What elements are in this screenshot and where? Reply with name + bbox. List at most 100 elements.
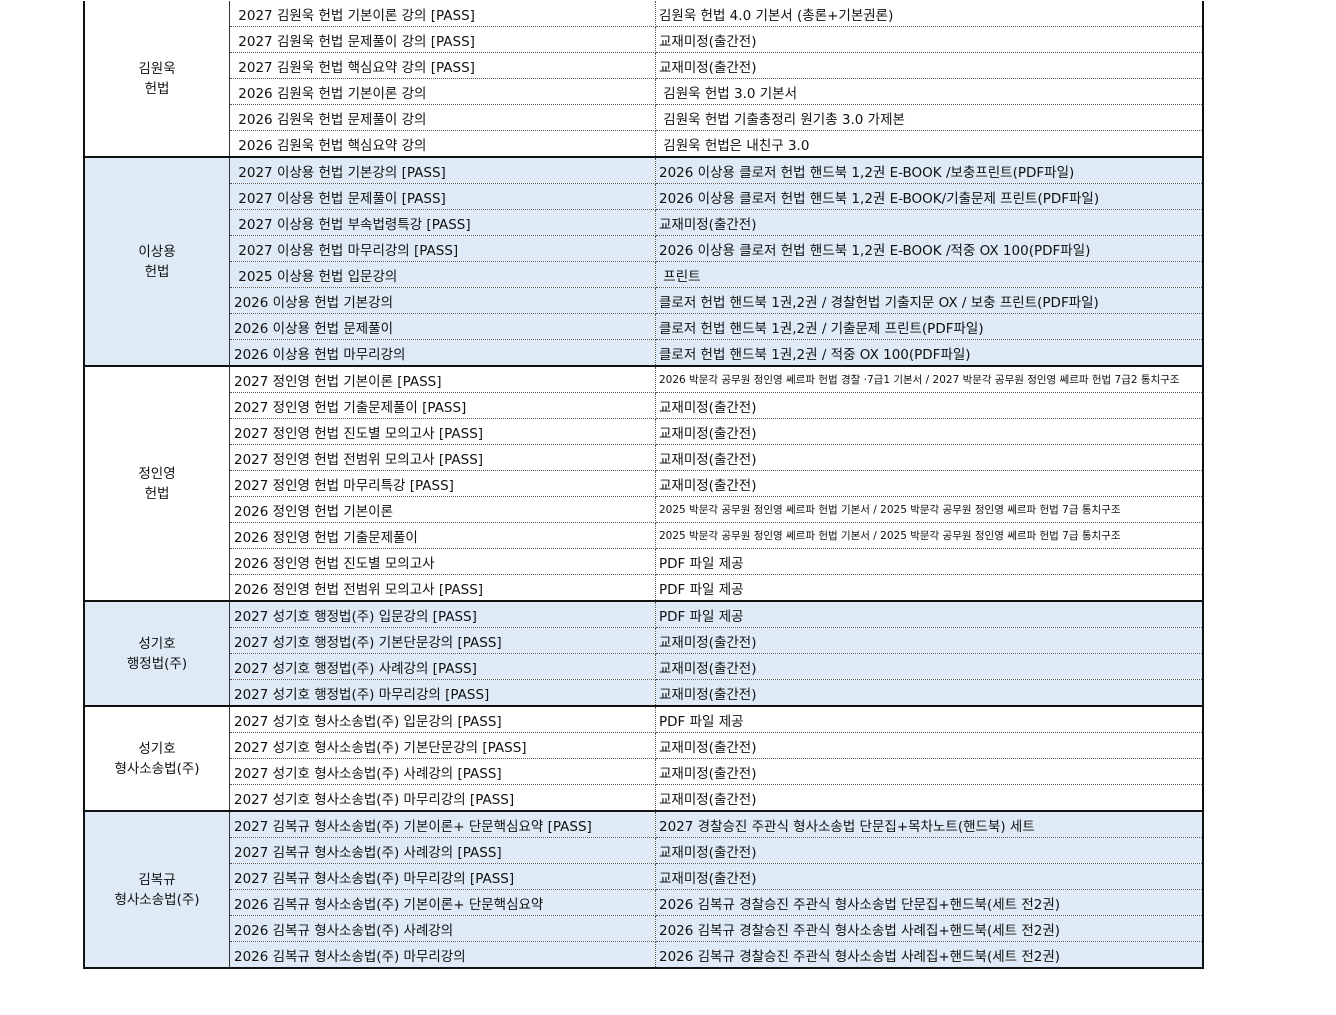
- textbook-cell: 2025 박문각 공무원 정인영 쎄르파 헌법 기본서 / 2025 박문각 공…: [655, 496, 1204, 523]
- textbook-cell: 김원욱 헌법은 내친구 3.0: [655, 130, 1204, 158]
- lecture-name-cell: 2027 성기호 형사소송법(주) 입문강의 [PASS]: [229, 706, 656, 733]
- table-row: 2026 김복규 형사소송법(주) 기본이론+ 단문핵심요약 2026 김복규 경…: [84, 889, 1204, 916]
- lecture-name-cell: 2027 성기호 행정법(주) 기본단문강의 [PASS]: [229, 627, 656, 654]
- table-row: 정인영 헌법 2027 정인영 헌법 기본이론 [PASS] 2026 박문각 공무원…: [83, 366, 1204, 602]
- table-row: 2027 김복규 형사소송법(주) 마무리강의 [PASS] 교재미정(출간전): [84, 863, 1204, 890]
- textbook-cell: 교재미정(출간전): [655, 209, 1204, 236]
- lecture-name-cell: 2027 성기호 형사소송법(주) 마무리강의 [PASS]: [229, 784, 656, 812]
- table-row: 2026 이상용 헌법 기본강의 클로저 헌법 핸드북 1권,2권 / 경찰헌법 …: [84, 287, 1204, 314]
- table-row: 2027 김복규 형사소송법(주) 사례강의 [PASS] 교재미정(출간전): [84, 837, 1204, 864]
- table-row: 2026 이상용 헌법 마무리강의 클로저 헌법 핸드북 1권,2권 / 적중 O…: [84, 339, 1204, 367]
- lecture-name-cell: 2026 정인영 헌법 기출문제풀이: [229, 522, 656, 549]
- lecture-name-cell: 2025 이상용 헌법 입문강의: [229, 261, 656, 288]
- group-label-line: 헌법: [144, 263, 170, 280]
- lecture-name-cell: 2027 김복규 형사소송법(주) 마무리강의 [PASS]: [229, 863, 656, 890]
- textbook-cell: 교재미정(출간전): [655, 392, 1204, 419]
- table-row: 2027 김원욱 헌법 문제풀이 강의 [PASS] 교재미정(출간전): [84, 26, 1204, 53]
- lecture-name-cell: 2026 김복규 형사소송법(주) 마무리강의: [229, 941, 656, 969]
- table-row: 2026 정인영 헌법 전범위 모의고사 [PASS] PDF 파일 제공: [84, 574, 1204, 602]
- textbook-cell: 교재미정(출간전): [655, 653, 1204, 680]
- group-label-line: 헌법: [144, 485, 170, 502]
- lecture-name-cell: 2027 정인영 헌법 전범위 모의고사 [PASS]: [229, 444, 656, 471]
- textbook-cell: 2026 이상용 클로저 헌법 핸드북 1,2권 E-BOOK /적중 OX 1…: [655, 235, 1204, 262]
- table-row: 2027 성기호 형사소송법(주) 기본단문강의 [PASS] 교재미정(출간전): [84, 732, 1204, 759]
- textbook-cell: 교재미정(출간전): [655, 863, 1204, 890]
- table-row: 2027 정인영 헌법 기출문제풀이 [PASS] 교재미정(출간전): [84, 392, 1204, 419]
- textbook-cell: 교재미정(출간전): [655, 758, 1204, 785]
- textbook-cell: 김원욱 헌법 기출총정리 원기총 3.0 가제본: [655, 104, 1204, 131]
- textbook-cell: 김원욱 헌법 3.0 기본서: [655, 78, 1204, 105]
- textbook-cell: PDF 파일 제공: [655, 601, 1204, 628]
- textbook-cell: 교재미정(출간전): [655, 679, 1204, 707]
- table-row: 성기호 형사소송법(주) 2027 성기호 형사소송법(주) 입문강의 [PASS]…: [83, 706, 1204, 812]
- textbook-cell: PDF 파일 제공: [655, 574, 1204, 602]
- lecture-name-cell: 2027 이상용 헌법 마무리강의 [PASS]: [229, 235, 656, 262]
- table-row: 2026 정인영 헌법 기본이론 2025 박문각 공무원 정인영 쎄르파 헌법 …: [84, 496, 1204, 523]
- table-row: 김복규 형사소송법(주) 2027 김복규 형사소송법(주) 기본이론+ 단문핵심요…: [83, 811, 1204, 969]
- lecture-name-cell: 2026 김원욱 헌법 문제풀이 강의: [229, 104, 656, 131]
- table-row: 2026 김원욱 헌법 문제풀이 강의 김원욱 헌법 기출총정리 원기총 3.0…: [84, 104, 1204, 131]
- lecture-name-cell: 2027 성기호 행정법(주) 마무리강의 [PASS]: [229, 679, 656, 707]
- table-row: 2027 이상용 헌법 부속법령특강 [PASS] 교재미정(출간전): [84, 209, 1204, 236]
- textbook-cell: 2026 김복규 경찰승진 주관식 형사소송법 사례집+핸드북(세트 전2권): [655, 915, 1204, 942]
- textbook-cell: 2027 경찰승진 주관식 형사소송법 단문집+목차노트(핸드북) 세트: [655, 811, 1204, 838]
- table-row: 2027 이상용 헌법 문제풀이 [PASS] 2026 이상용 클로저 헌법 핸…: [84, 183, 1204, 210]
- lecture-name-cell: 2027 이상용 헌법 기본강의 [PASS]: [229, 157, 656, 184]
- group-label-line: 김원욱: [138, 60, 176, 77]
- lecture-name-cell: 2026 정인영 헌법 전범위 모의고사 [PASS]: [229, 574, 656, 602]
- table-row: 2026 이상용 헌법 문제풀이 클로저 헌법 핸드북 1권,2권 / 기출문제 …: [84, 313, 1204, 340]
- table-row: 2027 성기호 행정법(주) 기본단문강의 [PASS] 교재미정(출간전): [84, 627, 1204, 654]
- lecture-name-cell: 2027 성기호 형사소송법(주) 기본단문강의 [PASS]: [229, 732, 656, 759]
- textbook-cell: 교재미정(출간전): [655, 732, 1204, 759]
- textbook-cell: 프린트: [655, 261, 1204, 288]
- textbook-cell: 2026 김복규 경찰승진 주관식 형사소송법 사례집+핸드북(세트 전2권): [655, 941, 1204, 969]
- group-label-line: 형사소송법(주): [114, 891, 200, 908]
- lecture-name-cell: 2027 이상용 헌법 문제풀이 [PASS]: [229, 183, 656, 210]
- table-row: 2027 김원욱 헌법 핵심요약 강의 [PASS] 교재미정(출간전): [84, 52, 1204, 79]
- textbook-cell: 2026 이상용 클로저 헌법 핸드북 1,2권 E-BOOK /보충프린트(P…: [655, 157, 1204, 184]
- table-row: 2026 김복규 형사소송법(주) 마무리강의 2026 김복규 경찰승진 주관식…: [84, 941, 1204, 969]
- instructor-subject-cell: 김복규 형사소송법(주): [83, 811, 230, 969]
- group-label-line: 이상용: [138, 243, 176, 260]
- textbook-cell: PDF 파일 제공: [655, 548, 1204, 575]
- lecture-name-cell: 2027 정인영 헌법 기출문제풀이 [PASS]: [229, 392, 656, 419]
- lecture-name-cell: 2027 정인영 헌법 진도별 모의고사 [PASS]: [229, 418, 656, 445]
- textbook-cell: PDF 파일 제공: [655, 706, 1204, 733]
- table-row: 2027 이상용 헌법 마무리강의 [PASS] 2026 이상용 클로저 헌법 …: [84, 235, 1204, 262]
- lecture-name-cell: 2026 김원욱 헌법 핵심요약 강의: [229, 130, 656, 158]
- textbook-cell: 교재미정(출간전): [655, 418, 1204, 445]
- table-row: 2027 정인영 헌법 진도별 모의고사 [PASS] 교재미정(출간전): [84, 418, 1204, 445]
- lecture-name-cell: 2026 김복규 형사소송법(주) 사례강의: [229, 915, 656, 942]
- lecture-name-cell: 2027 김복규 형사소송법(주) 사례강의 [PASS]: [229, 837, 656, 864]
- group-label-line: 행정법(주): [126, 655, 188, 672]
- textbook-cell: 교재미정(출간전): [655, 627, 1204, 654]
- instructor-subject-cell: 정인영 헌법: [83, 366, 230, 602]
- table-row: 2027 성기호 형사소송법(주) 마무리강의 [PASS] 교재미정(출간전): [84, 784, 1204, 812]
- textbook-cell: 클로저 헌법 핸드북 1권,2권 / 경찰헌법 기출지문 OX / 보충 프린트…: [655, 287, 1204, 314]
- textbook-cell: 2026 김복규 경찰승진 주관식 형사소송법 단문집+핸드북(세트 전2권): [655, 889, 1204, 916]
- lecture-name-cell: 2027 성기호 형사소송법(주) 사례강의 [PASS]: [229, 758, 656, 785]
- textbook-cell: 교재미정(출간전): [655, 444, 1204, 471]
- group-label-line: 헌법: [144, 80, 170, 97]
- textbook-cell: 교재미정(출간전): [655, 52, 1204, 79]
- lecture-name-cell: 2026 이상용 헌법 문제풀이: [229, 313, 656, 340]
- lecture-name-cell: 2026 김복규 형사소송법(주) 기본이론+ 단문핵심요약: [229, 889, 656, 916]
- lecture-name-cell: 2027 김원욱 헌법 기본이론 강의 [PASS]: [229, 1, 656, 27]
- table-row: 2026 김복규 형사소송법(주) 사례강의 2026 김복규 경찰승진 주관식 …: [84, 915, 1204, 942]
- textbook-cell: 교재미정(출간전): [655, 784, 1204, 812]
- table-row: 2025 이상용 헌법 입문강의 프린트: [84, 261, 1204, 288]
- textbook-cell: 김원욱 헌법 4.0 기본서 (총론+기본권론): [655, 1, 1204, 27]
- table-row: 2026 정인영 헌법 진도별 모의고사 PDF 파일 제공: [84, 548, 1204, 575]
- table-row: 성기호 행정법(주) 2027 성기호 행정법(주) 입문강의 [PASS] PDF …: [83, 601, 1204, 707]
- table-row: 2027 성기호 행정법(주) 사례강의 [PASS] 교재미정(출간전): [84, 653, 1204, 680]
- instructor-subject-cell: 성기호 형사소송법(주): [83, 706, 230, 812]
- textbook-cell: 2026 박문각 공무원 정인영 쎄르파 헌법 경찰 ·7급1 기본서 / 20…: [655, 366, 1204, 393]
- lecture-name-cell: 2026 김원욱 헌법 기본이론 강의: [229, 78, 656, 105]
- lecture-name-cell: 2026 이상용 헌법 마무리강의: [229, 339, 656, 367]
- group-label-line: 성기호: [138, 635, 176, 652]
- table-row: 2026 김원욱 헌법 핵심요약 강의 김원욱 헌법은 내친구 3.0: [84, 130, 1204, 158]
